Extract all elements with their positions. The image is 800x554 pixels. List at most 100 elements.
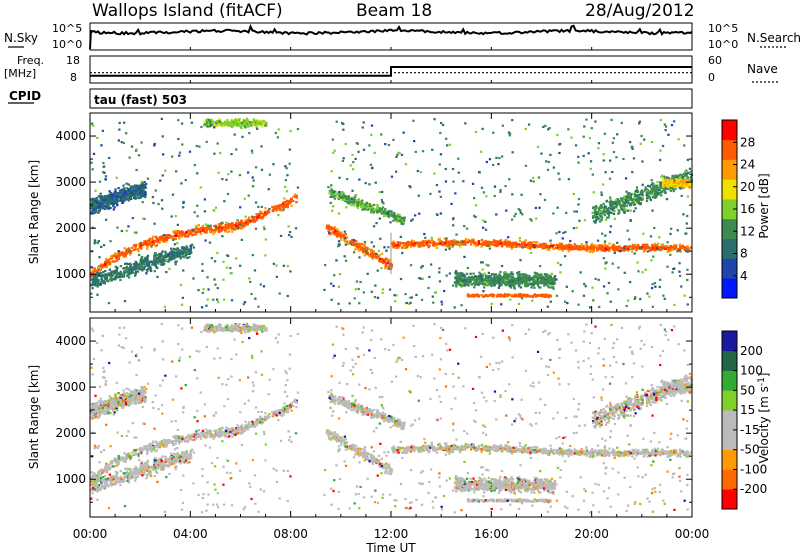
power-cell <box>164 237 166 239</box>
power-cell <box>459 284 461 286</box>
freq-line <box>90 67 692 76</box>
power-cell <box>512 273 514 275</box>
power-cell <box>263 120 265 122</box>
power-cell <box>222 125 224 127</box>
power-cell <box>149 267 151 269</box>
power-cell <box>643 247 645 249</box>
power-cell <box>469 281 471 283</box>
power-cell <box>533 281 535 283</box>
power-cell <box>225 225 227 227</box>
power-cell <box>92 287 94 289</box>
power-cell <box>618 212 620 214</box>
power-cell <box>671 175 673 177</box>
power-cell <box>686 245 688 247</box>
power-cell <box>402 242 404 244</box>
power-cell <box>291 205 293 207</box>
power-cell <box>492 281 494 283</box>
nsky-tick-top: 10^5 <box>52 22 82 35</box>
power-cell <box>134 268 136 270</box>
nsearch-tick-top: 10^5 <box>708 22 738 35</box>
power-cell <box>641 194 643 196</box>
power-cell <box>134 275 136 277</box>
power-cell <box>120 273 122 275</box>
power-cell <box>182 255 184 257</box>
power-cell <box>670 185 672 187</box>
power-cell <box>150 270 152 272</box>
power-cell <box>682 181 684 183</box>
power-cell <box>248 216 250 218</box>
power-cell <box>673 190 675 192</box>
power-cell <box>530 246 532 248</box>
power-cell <box>118 252 120 254</box>
power-cell <box>508 244 510 246</box>
power-cell <box>369 255 371 257</box>
power-cell <box>614 210 616 212</box>
power-cell <box>645 186 647 188</box>
power-cell <box>397 244 399 246</box>
power-cell <box>138 188 140 190</box>
power-cell <box>552 286 554 288</box>
power-cell <box>634 193 636 195</box>
power-cell <box>647 185 649 187</box>
power-cell <box>266 213 268 215</box>
power-cell <box>176 253 178 255</box>
power-cell <box>665 180 667 182</box>
power-cell <box>523 243 525 245</box>
power-cell <box>632 199 634 201</box>
power-cell <box>124 252 126 254</box>
power-cell <box>465 238 467 240</box>
date-title: 28/Aug/2012 <box>585 1 695 21</box>
power-cell <box>472 239 474 241</box>
power-cell <box>619 202 621 204</box>
power-cell <box>236 125 238 127</box>
power-cell <box>295 201 297 203</box>
power-cell <box>689 186 691 188</box>
power-cell <box>633 204 635 206</box>
power-cell <box>655 188 657 190</box>
power-cell <box>605 200 607 202</box>
power-cell <box>185 232 187 234</box>
power-cell <box>434 243 436 245</box>
power-cell <box>615 246 617 248</box>
power-cell <box>279 204 281 206</box>
power-cell <box>130 190 132 192</box>
power-cell <box>655 194 657 196</box>
power-cell <box>561 243 563 245</box>
power-cell <box>539 286 541 288</box>
power-cell <box>469 241 471 243</box>
power-cell <box>222 226 224 228</box>
power-cell <box>202 225 204 227</box>
power-cell <box>161 252 163 254</box>
power-cell <box>477 284 479 286</box>
power-cell <box>524 284 526 286</box>
power-cell <box>403 245 405 247</box>
power-cell <box>533 277 535 279</box>
power-cell <box>141 186 143 188</box>
power-cell <box>155 236 157 238</box>
power-cell <box>156 240 158 242</box>
power-cell <box>98 274 100 276</box>
power-cell <box>428 246 430 248</box>
power-cell <box>603 250 605 252</box>
power-cell <box>635 207 637 209</box>
power-cell <box>136 192 138 194</box>
power-cell <box>689 168 691 170</box>
power-cell <box>456 280 458 282</box>
power-cell <box>592 217 594 219</box>
power-cell <box>161 238 163 240</box>
power-cell <box>117 196 119 198</box>
power-cell <box>92 271 94 273</box>
power-cell <box>146 270 148 272</box>
power-cell <box>442 242 444 244</box>
power-cell <box>563 245 565 247</box>
power-cell <box>490 279 492 281</box>
power-cell <box>147 240 149 242</box>
power-cell <box>482 274 484 276</box>
power-cell <box>345 241 347 243</box>
power-cell <box>292 200 294 202</box>
power-cell <box>181 233 183 235</box>
power-cell <box>150 239 152 241</box>
power-cell <box>112 260 114 262</box>
nave-tick-top: 60 <box>708 54 722 67</box>
power-cell <box>162 250 164 252</box>
